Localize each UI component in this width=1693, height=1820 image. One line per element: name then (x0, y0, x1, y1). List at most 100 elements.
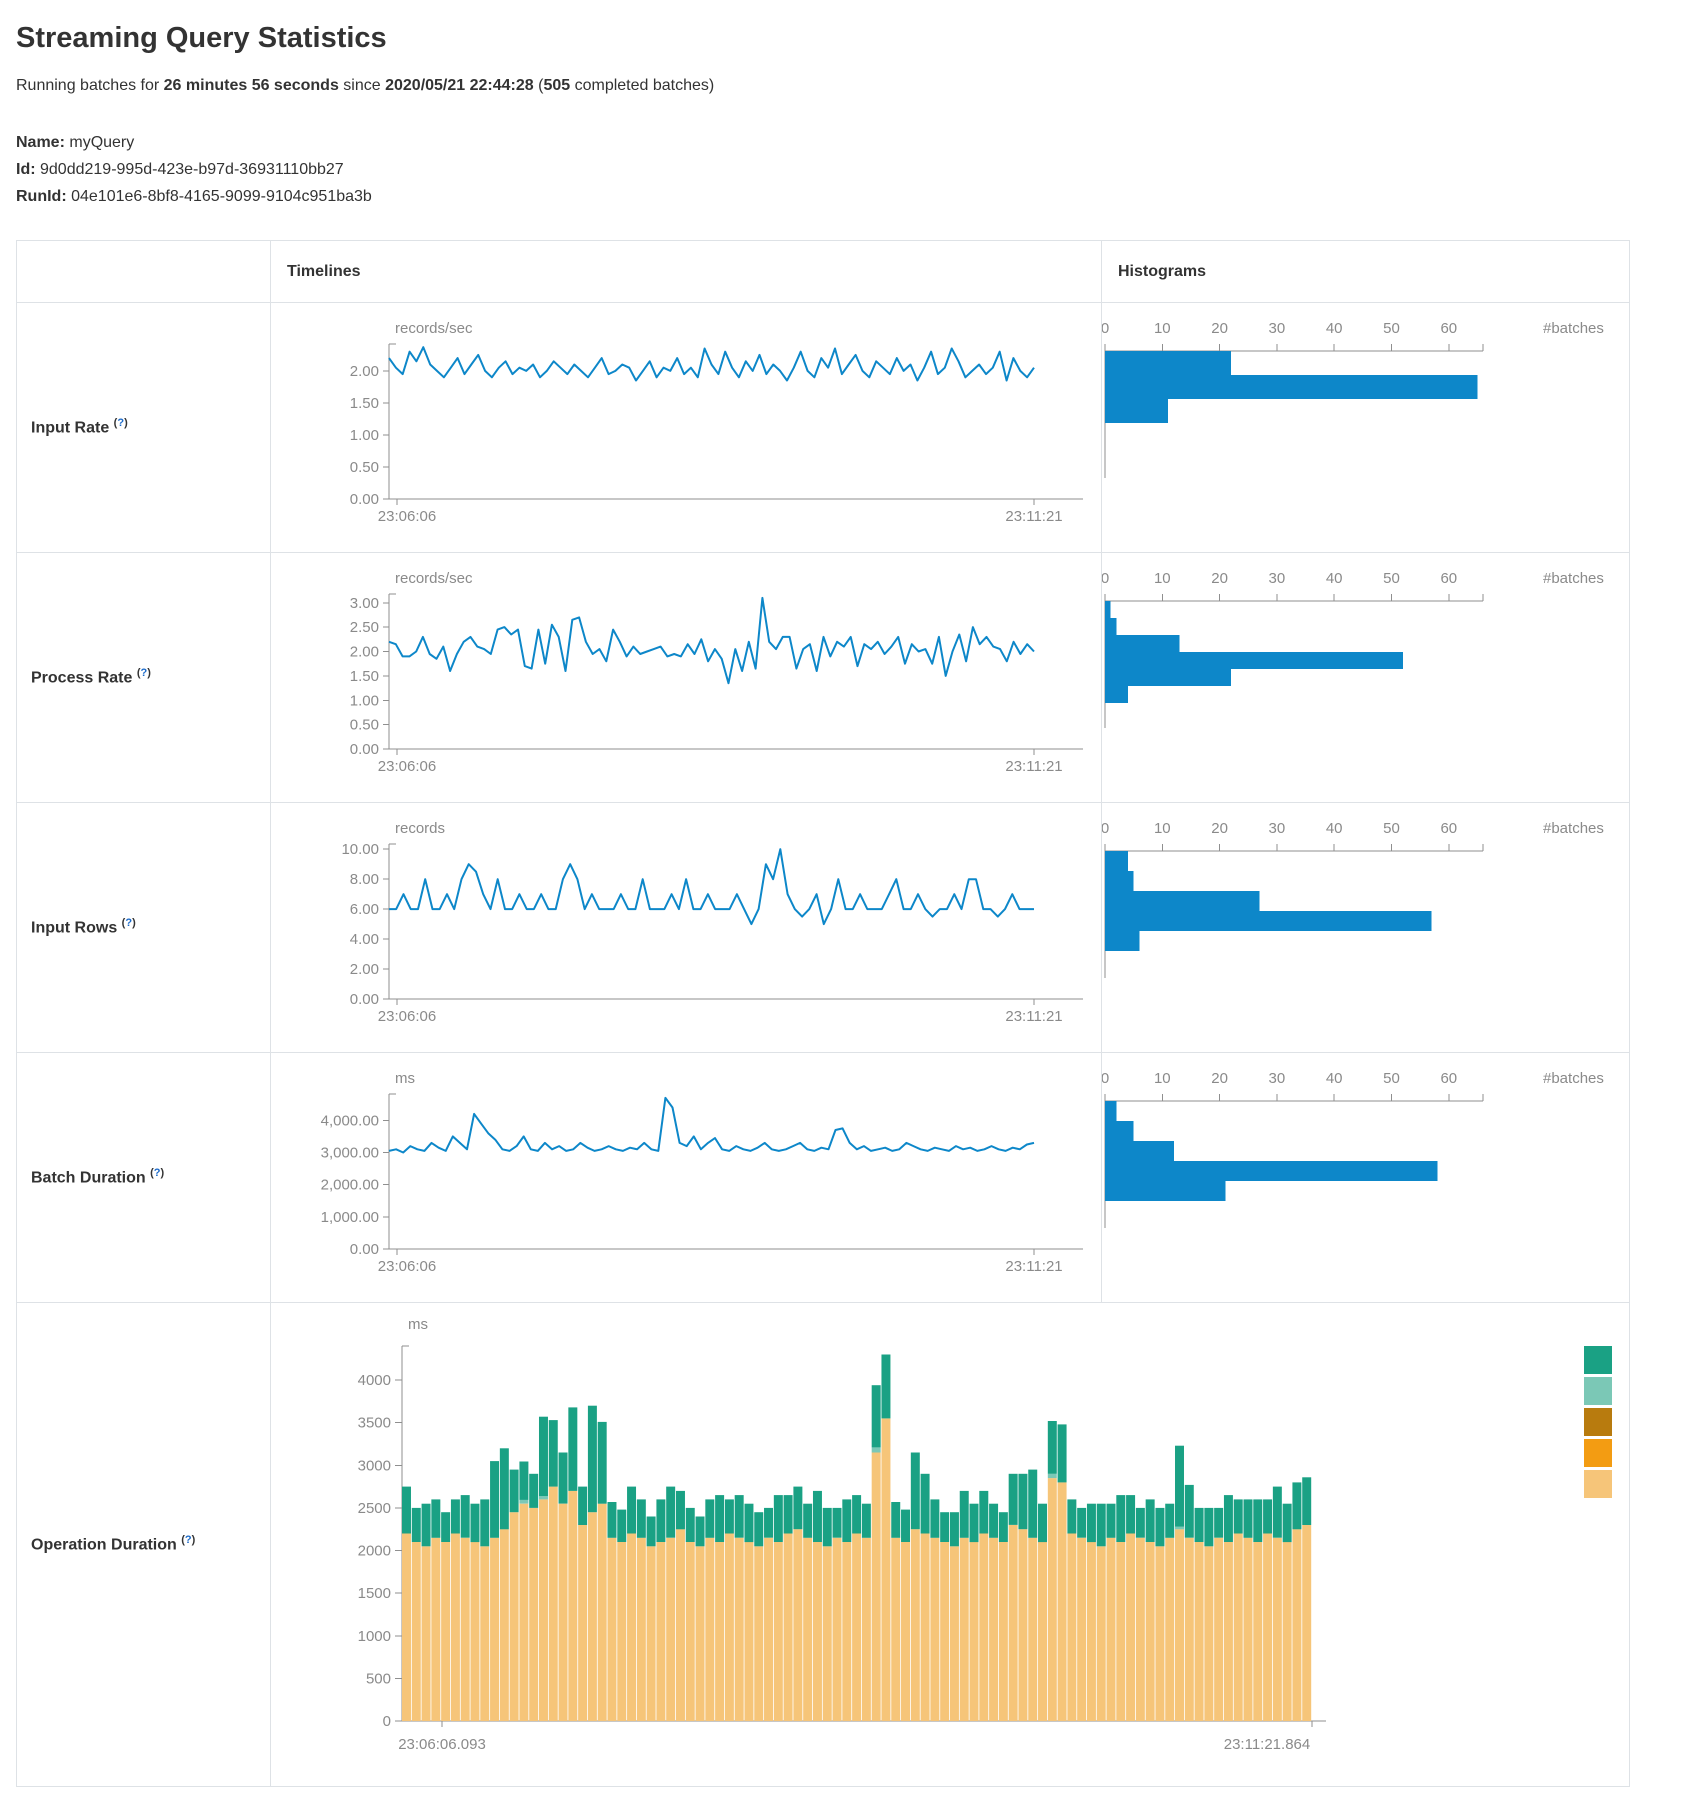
svg-text:10.00: 10.00 (341, 841, 379, 858)
input-rows-row: Input Rows (?) records 10.00 8.00 6.00 4.00 2… (16, 802, 1630, 1053)
svg-text:#batches: #batches (1543, 1070, 1604, 1087)
question-mark-icon: ? (153, 1167, 161, 1180)
svg-text:23:06:06: 23:06:06 (378, 1008, 436, 1025)
process-rate-label-cell: Process Rate (?) (16, 552, 271, 803)
svg-text:23:11:21: 23:11:21 (1005, 1258, 1062, 1275)
svg-text:#batches: #batches (1543, 570, 1604, 587)
query-meta: Name: myQuery Id: 9d0dd219-995d-423e-b97… (16, 129, 1676, 210)
help-link[interactable]: (?) (181, 1534, 196, 1547)
help-link[interactable]: (?) (113, 417, 128, 430)
input-rows-timeline-chart: records 10.00 8.00 6.00 4.00 2.00 0.0023:06:06… (341, 820, 1083, 1025)
svg-text:3,000.00: 3,000.00 (321, 1145, 379, 1162)
svg-text:10: 10 (1154, 820, 1171, 837)
input-rows-histogram-cell: 0 10 20 30 40 50 60 #batches (1101, 802, 1630, 1053)
batch-duration-timeline-cell: ms 4,000.00 3,000.00 2,000.00 1,000.00 0.00 23… (270, 1052, 1102, 1303)
svg-text:23:06:06: 23:06:06 (378, 508, 436, 525)
svg-text:20: 20 (1211, 820, 1228, 837)
svg-text:0.00: 0.00 (350, 1241, 379, 1258)
svg-text:0.00: 0.00 (350, 491, 379, 508)
svg-text:4000: 4000 (358, 1372, 391, 1389)
svg-text:4,000.00: 4,000.00 (321, 1112, 379, 1129)
since-text: since (338, 77, 386, 94)
svg-text:30: 30 (1269, 1070, 1286, 1087)
svg-text:8.00: 8.00 (350, 871, 379, 888)
svg-text:6.00: 6.00 (350, 901, 379, 918)
row-label: Batch Duration (31, 1169, 146, 1187)
input-rows-histogram-chart: 0 10 20 30 40 50 60 #batches (1102, 820, 1604, 978)
runid-value: 04e101e6-8bf8-4165-9099-9104c951ba3b (71, 188, 372, 205)
batch-duration-row: Batch Duration (?) ms 4,000.00 3,000.00 2,0… (16, 1052, 1630, 1303)
help-link[interactable]: (?) (136, 667, 151, 680)
svg-text:0.00: 0.00 (350, 991, 379, 1008)
svg-text:40: 40 (1326, 820, 1343, 837)
row-label: Input Rate (31, 419, 110, 437)
running-summary: Running batches for 26 minutes 56 second… (16, 77, 1676, 95)
svg-text:2.50: 2.50 (350, 619, 379, 636)
svg-text:0: 0 (383, 1713, 391, 1730)
input-rows-label-cell: Input Rows (?) (16, 802, 271, 1053)
running-prefix: Running batches for (16, 77, 164, 94)
legend-swatch (1584, 1377, 1612, 1405)
row-label: Operation Duration (31, 1536, 177, 1554)
svg-text:#batches: #batches (1543, 820, 1604, 837)
svg-text:50: 50 (1383, 820, 1400, 837)
query-id-line: Id: 9d0dd219-995d-423e-b97d-36931110bb27 (16, 156, 1676, 183)
process-rate-timeline-chart: records/sec3.002.502.001.501.000.500.002… (350, 570, 1083, 775)
svg-text:23:11:21: 23:11:21 (1005, 1008, 1062, 1025)
svg-text:0: 0 (1102, 820, 1109, 837)
process-rate-row: Process Rate (?) records/sec 3.00 2.50 2.00… (16, 552, 1630, 803)
row-label: Input Rows (31, 919, 118, 937)
operation-duration-row: Operation Duration (?) ms 4000 3500 3000 250… (16, 1302, 1630, 1787)
svg-text:20: 20 (1211, 320, 1228, 337)
legend-swatch (1584, 1346, 1612, 1374)
table-header-row: Timelines Histograms (16, 240, 1630, 303)
question-mark-icon: ? (140, 667, 148, 680)
batch-duration-histogram-chart: 0 10 20 30 40 50 60 #batches (1102, 1070, 1604, 1228)
svg-text:50: 50 (1383, 570, 1400, 587)
help-link[interactable]: (?) (150, 1167, 165, 1180)
name-label: Name: (16, 134, 65, 151)
input-rate-histogram-chart: 0 10 20 30 40 50 60 #batches (1102, 320, 1604, 478)
svg-text:10: 10 (1154, 570, 1171, 587)
svg-text:23:06:06.093: 23:06:06.093 (398, 1736, 486, 1753)
statistics-table: Timelines Histograms Input Rate (?) reco… (16, 240, 1630, 1787)
input-rate-label-cell: Input Rate (?) (16, 302, 271, 553)
svg-text:4.00: 4.00 (350, 931, 379, 948)
question-mark-icon: ? (117, 417, 125, 430)
svg-text:10: 10 (1154, 1070, 1171, 1087)
input-rows-timeline-cell: records 10.00 8.00 6.00 4.00 2.00 0.00 23:06:06… (270, 802, 1102, 1053)
process-rate-histogram-chart: 0 10 20 30 40 50 60 #batches (1102, 570, 1604, 728)
batches-suffix: completed batches) (570, 77, 715, 94)
svg-text:60: 60 (1440, 1070, 1457, 1087)
svg-text:0: 0 (1102, 320, 1109, 337)
svg-text:1.50: 1.50 (350, 668, 379, 685)
input-rate-histogram-cell: 0 10 20 30 40 50 60 #batches (1101, 302, 1630, 553)
svg-text:1.00: 1.00 (350, 427, 379, 444)
svg-text:2,000.00: 2,000.00 (321, 1177, 379, 1194)
help-link[interactable]: (?) (121, 917, 136, 930)
svg-text:1000: 1000 (358, 1628, 391, 1645)
svg-text:2.00: 2.00 (350, 644, 379, 661)
svg-text:50: 50 (1383, 320, 1400, 337)
svg-text:1.00: 1.00 (350, 692, 379, 709)
svg-text:ms: ms (408, 1316, 428, 1333)
svg-text:40: 40 (1326, 1070, 1343, 1087)
svg-text:23:06:06: 23:06:06 (378, 1258, 436, 1275)
name-value: myQuery (69, 134, 135, 151)
process-rate-timeline-cell: records/sec 3.00 2.50 2.00 1.50 1.00 0.50 0.00 2… (270, 552, 1102, 803)
question-mark-icon: ? (125, 917, 133, 930)
batches-open: ( (533, 77, 544, 94)
svg-text:0.00: 0.00 (350, 741, 379, 758)
question-mark-icon: ? (184, 1534, 192, 1547)
svg-text:23:06:06: 23:06:06 (378, 758, 436, 775)
svg-text:30: 30 (1269, 320, 1286, 337)
page: Streaming Query Statistics Running batch… (16, 22, 1676, 1787)
svg-text:2500: 2500 (358, 1500, 391, 1517)
batches-count: 505 (543, 77, 571, 94)
runid-label: RunId: (16, 188, 67, 205)
start-time: 2020/05/21 22:44:28 (385, 77, 534, 94)
svg-text:3.00: 3.00 (350, 595, 379, 612)
svg-text:1.50: 1.50 (350, 395, 379, 412)
corner-cell (16, 240, 271, 303)
